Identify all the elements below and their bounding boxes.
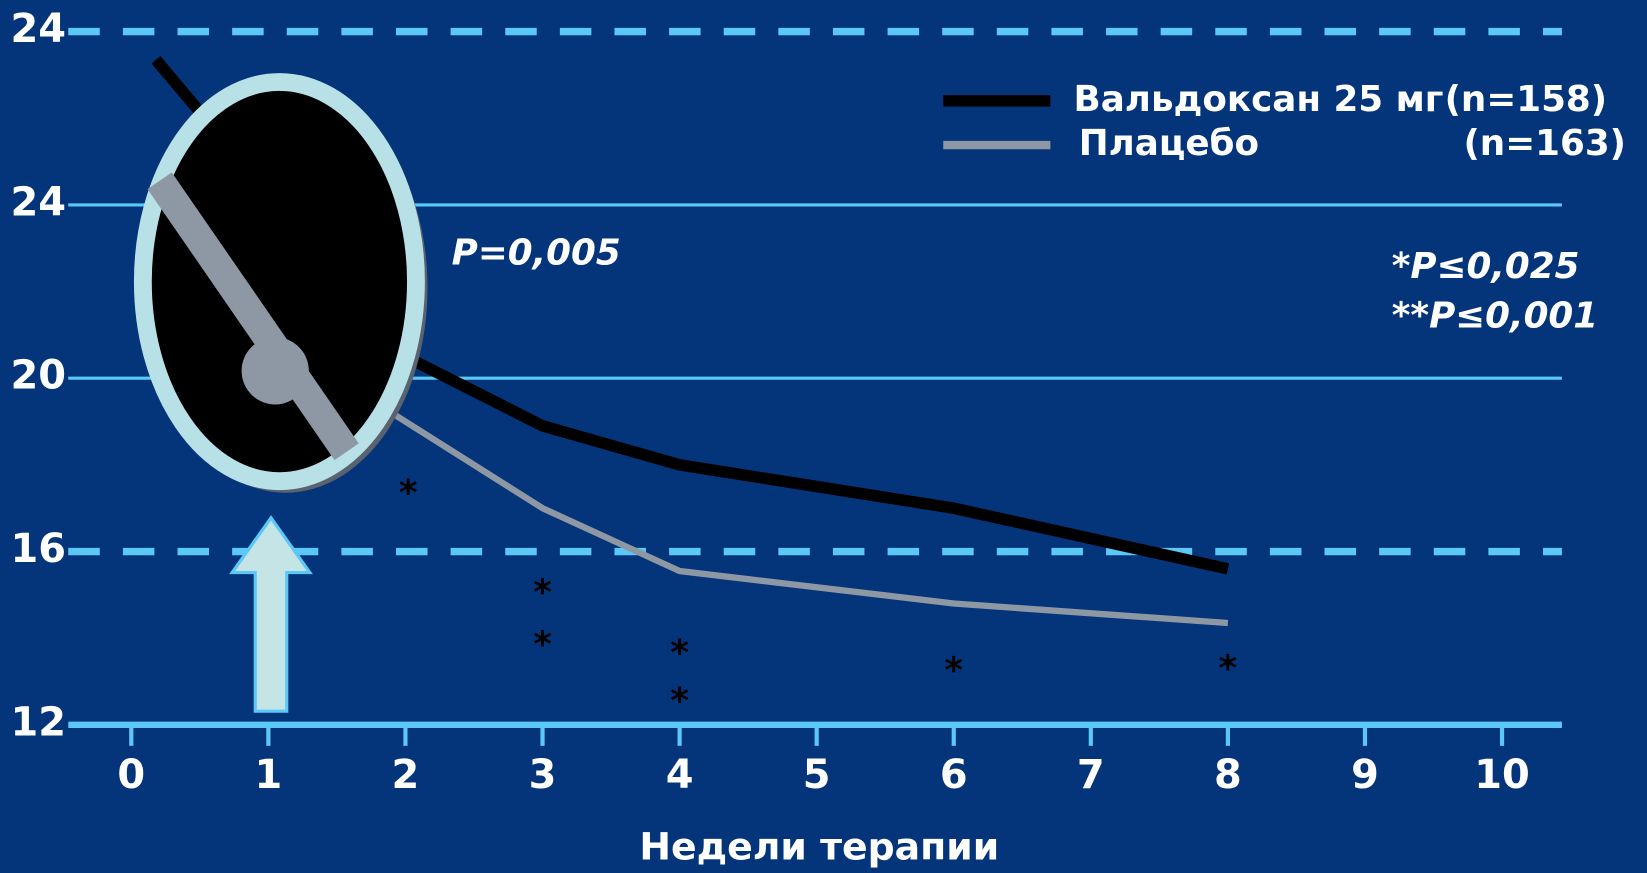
magnifier-lens (133, 73, 425, 491)
y-tick-label: 24 (11, 179, 67, 225)
x-tick-label: 8 (1214, 752, 1242, 798)
arrow (229, 515, 313, 713)
legend-n: (n=163) (1463, 123, 1626, 164)
x-tick-label: 6 (940, 752, 968, 798)
significance-marker: * (533, 625, 552, 666)
x-tick-label: 7 (1077, 752, 1105, 798)
significance-marker: * (944, 651, 963, 692)
y-tick-label: 16 (11, 526, 67, 572)
legend-n: (n=158) (1445, 79, 1608, 120)
significance-marker: * (533, 573, 552, 614)
x-tick-label: 10 (1474, 752, 1530, 798)
significance-marker: * (399, 473, 418, 514)
x-tick-label: 0 (117, 752, 145, 798)
significance-marker: * (670, 633, 689, 674)
annotation: *P≤0,025 (1392, 246, 1580, 287)
y-tick-label: 20 (11, 353, 67, 399)
x-tick-label: 4 (666, 752, 694, 798)
annotation: **P≤0,001 (1392, 295, 1598, 336)
y-tick-label: 24 (11, 6, 67, 52)
magnifier (133, 73, 428, 493)
magnified-line (147, 172, 359, 461)
y-tick-label: 12 (11, 699, 67, 745)
magnifier-pivot (241, 337, 309, 405)
legend-label: Плацебо (1079, 123, 1259, 164)
x-tick-label: 3 (529, 752, 557, 798)
x-tick-label: 2 (392, 752, 420, 798)
significance-marker: * (670, 681, 689, 722)
x-tick-label: 1 (254, 752, 282, 798)
x-tick-label: 5 (803, 752, 831, 798)
significance-marker: * (1219, 648, 1238, 689)
legend-label: Вальдоксан 25 мг (1073, 79, 1443, 120)
annotation: P=0,005 (452, 232, 621, 273)
x-tick-label: 9 (1351, 752, 1379, 798)
x-axis-label: Недели терапии (639, 824, 999, 868)
